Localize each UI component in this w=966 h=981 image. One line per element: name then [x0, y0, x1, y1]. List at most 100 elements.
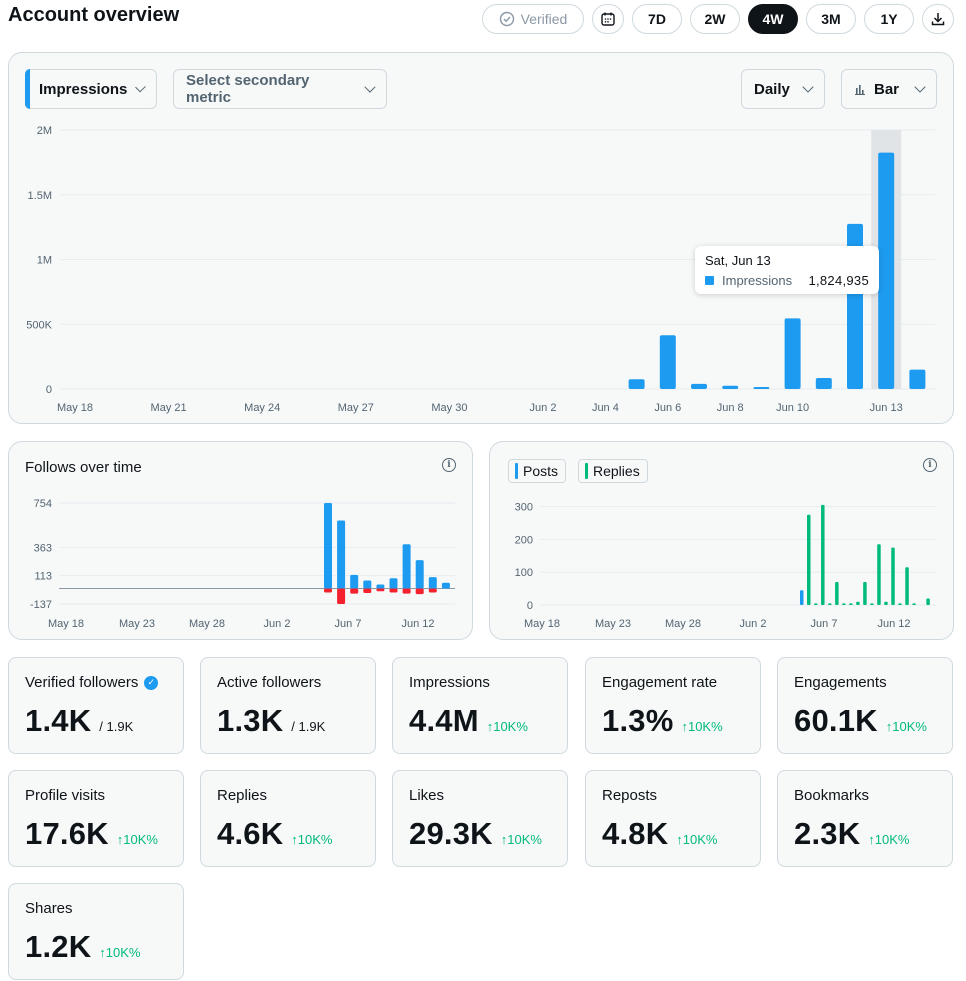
verified-filter-label: Verified: [520, 11, 568, 27]
follows-bar: [415, 560, 424, 589]
interval-select[interactable]: Daily: [741, 69, 825, 109]
legend-posts-marker: [515, 463, 518, 479]
range-2w-button[interactable]: 2W: [690, 4, 740, 34]
x-tick-label: Jun 10: [776, 402, 809, 414]
chart-tooltip: Sat, Jun 13 Impressions 1,824,935: [695, 246, 879, 294]
stat-value: 60.1K: [794, 703, 878, 738]
stat-card[interactable]: Engagements 60.1K ↑10K%: [777, 657, 953, 754]
x-tick-label: May 30: [431, 402, 467, 414]
download-button[interactable]: [922, 4, 954, 34]
stat-value: 1.2K: [25, 929, 92, 964]
primary-metric-select[interactable]: Impressions: [25, 69, 157, 109]
info-icon[interactable]: i: [442, 458, 456, 472]
tooltip-series-swatch: [705, 276, 714, 285]
stat-label-text: Engagement rate: [602, 674, 718, 691]
stat-label: Active followers: [217, 674, 321, 691]
follows-chart-title: Follows over time: [25, 459, 142, 476]
replies-bar: [926, 598, 930, 605]
posts-replies-chart-card: Posts Replies i 0 100 200 300 May 18 May 23 Ma…: [489, 441, 954, 640]
legend-replies[interactable]: Replies: [578, 459, 648, 483]
replies-bar: [856, 601, 860, 605]
stat-value: 2.3K: [794, 816, 861, 851]
x-tick-label: May 24: [244, 402, 280, 414]
stat-label-text: Bookmarks: [794, 787, 870, 804]
x-tick-label: May 23: [119, 618, 155, 630]
replies-bar: [835, 582, 839, 605]
unfollows-bar: [337, 588, 346, 604]
stat-label-text: Impressions: [409, 674, 490, 691]
tooltip-date: Sat, Jun 13: [705, 253, 771, 268]
y-tick-label: 363: [34, 542, 52, 554]
verified-badge-icon: [499, 11, 514, 27]
calendar-button[interactable]: [592, 4, 624, 34]
follows-bar: [350, 574, 359, 589]
stat-change: ↑10K%: [885, 719, 927, 734]
legend-posts[interactable]: Posts: [508, 459, 567, 483]
stat-value-row: 1.3% ↑10K%: [602, 703, 723, 739]
stat-card[interactable]: Reposts 4.8K ↑10K%: [585, 770, 761, 867]
stat-card[interactable]: Active followers 1.3K / 1.9K: [200, 657, 376, 754]
follows-chart: -137 113 363 754 May 18 May 23 May 28 Jun 2 Jun …: [30, 498, 455, 630]
toolbar: Verified 7D 2W 4W 3M 1Y: [482, 4, 954, 34]
stat-card[interactable]: Replies 4.6K ↑10K%: [200, 770, 376, 867]
stat-label-text: Replies: [217, 787, 268, 804]
stat-label: Reposts: [602, 787, 657, 804]
stat-label-text: Verified followers: [25, 674, 139, 691]
follows-bar: [402, 544, 411, 589]
verified-badge-icon: ✓: [144, 675, 159, 690]
stat-card[interactable]: Impressions 4.4M ↑10K%: [392, 657, 568, 754]
replies-bar: [842, 603, 846, 605]
follows-bar: [389, 578, 398, 589]
replies-bar: [877, 544, 881, 605]
info-icon[interactable]: i: [923, 458, 937, 472]
range-1y-button[interactable]: 1Y: [864, 4, 914, 34]
stat-value-row: 1.2K ↑10K%: [25, 929, 141, 965]
stat-card[interactable]: Shares 1.2K ↑10K%: [8, 883, 184, 980]
bar-chart-icon: [855, 85, 865, 95]
download-icon: [931, 13, 945, 26]
x-tick-label: Jun 2: [264, 618, 291, 630]
legend-replies-label: Replies: [593, 463, 640, 479]
stat-value: 29.3K: [409, 816, 493, 851]
stat-change: ↑10K%: [486, 719, 528, 734]
range-3m-button[interactable]: 3M: [806, 4, 856, 34]
x-tick-label: May 27: [338, 402, 374, 414]
stat-label-text: Likes: [409, 787, 445, 804]
x-tick-label: Jun 7: [811, 618, 838, 630]
stat-value: 4.6K: [217, 816, 284, 851]
stat-label: Bookmarks: [794, 787, 869, 804]
x-tick-label: Jun 7: [335, 618, 362, 630]
y-tick-label: 200: [515, 534, 533, 546]
stat-value-row: 29.3K ↑10K%: [409, 816, 542, 852]
y-tick-label: -137: [30, 599, 52, 611]
y-tick-label: 1.5M: [28, 190, 52, 202]
range-4w-button[interactable]: 4W: [748, 4, 798, 34]
stat-card[interactable]: Profile visits 17.6K ↑10K%: [8, 770, 184, 867]
impressions-bar: [909, 369, 926, 389]
verified-filter-button[interactable]: Verified: [482, 4, 584, 34]
secondary-metric-select[interactable]: Select secondary metric: [173, 69, 387, 109]
impressions-bar: [691, 383, 707, 389]
stat-value-row: 60.1K ↑10K%: [794, 703, 927, 739]
legend-posts-label: Posts: [523, 463, 559, 479]
stat-total: / 1.9K: [291, 719, 326, 734]
stat-card[interactable]: Likes 29.3K ↑10K%: [392, 770, 568, 867]
follows-bar: [376, 584, 385, 589]
primary-metric-color-marker: [25, 69, 30, 109]
chart-type-select[interactable]: Bar: [841, 69, 937, 109]
x-tick-label: Jun 13: [870, 402, 903, 414]
calendar-icon: [601, 12, 615, 26]
range-7d-button[interactable]: 7D: [632, 4, 682, 34]
stat-label-text: Profile visits: [25, 787, 106, 804]
stat-card[interactable]: Verified followers ✓ 1.4K / 1.9K: [8, 657, 184, 754]
x-tick-label: Jun 2: [740, 618, 767, 630]
stat-value: 1.3%: [602, 703, 674, 738]
stat-label-text: Reposts: [602, 787, 658, 804]
x-tick-label: May 18: [524, 618, 560, 630]
stat-card[interactable]: Bookmarks 2.3K ↑10K%: [777, 770, 953, 867]
stat-label: Verified followers ✓: [25, 674, 159, 691]
follows-bar: [337, 520, 346, 589]
unfollows-bar: [350, 588, 359, 594]
impressions-bar: [878, 152, 895, 389]
stat-card[interactable]: Engagement rate 1.3% ↑10K%: [585, 657, 761, 754]
